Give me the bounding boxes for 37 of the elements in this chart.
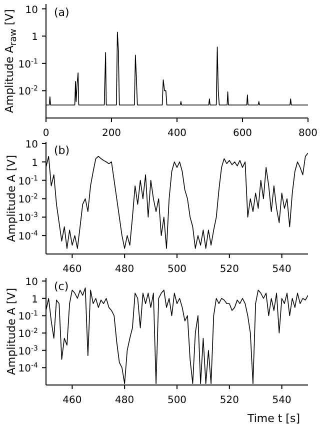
x-tick-label: 800 [298,128,318,139]
y-tick-label: 10 [25,139,38,150]
y-axis-title: Amplitude A [V] [4,154,18,242]
y-tick-label: 10 [25,277,38,288]
annotation: (b) [54,144,70,157]
y-tick-label: 10$^{-2}$ [18,192,38,206]
x-tick-label: 540 [272,264,292,275]
y-axis-title: Amplitude A [V] [4,288,18,375]
x-tick-label: 520 [220,395,239,406]
x-tick-label: 500 [167,395,187,406]
annotation: (a) [54,6,70,19]
x-tick-label: 520 [220,264,239,275]
x-tick-label: 460 [62,395,82,406]
y-tick-label: 10$^{-4}$ [18,230,39,243]
x-axis-title: Time t [s] [247,412,300,425]
y-tick-label: 10$^{-1}$ [18,57,38,70]
y-tick-label: 10$^{-4}$ [18,362,39,375]
x-tick-label: 540 [272,395,292,406]
x-tick-label: 480 [115,264,134,275]
y-tick-label: 1 [32,32,38,44]
y-tick-label: 1 [32,158,38,169]
x-tick-label: 500 [167,264,187,275]
x-tick-label: 460 [62,264,82,275]
y-tick-label: 10$^{-1}$ [18,310,38,323]
x-tick-label: 200 [102,128,122,139]
y-tick-label: 10$^{-2}$ [18,327,38,340]
y-tick-label: 10$^{-2}$ [18,84,38,98]
y-tick-label: 1 [32,294,38,306]
y-tick-label: 10 [25,4,38,16]
x-tick-label: 600 [232,128,252,139]
annotation: (c) [54,280,69,293]
x-tick-label: 0 [42,128,50,139]
x-tick-label: 400 [167,128,187,139]
y-tick-label: 10$^{-1}$ [18,174,38,188]
x-tick-label: 480 [115,395,134,406]
y-tick-label: 10$^{-3}$ [18,344,38,358]
y-tick-label: 10$^{-3}$ [18,211,38,224]
